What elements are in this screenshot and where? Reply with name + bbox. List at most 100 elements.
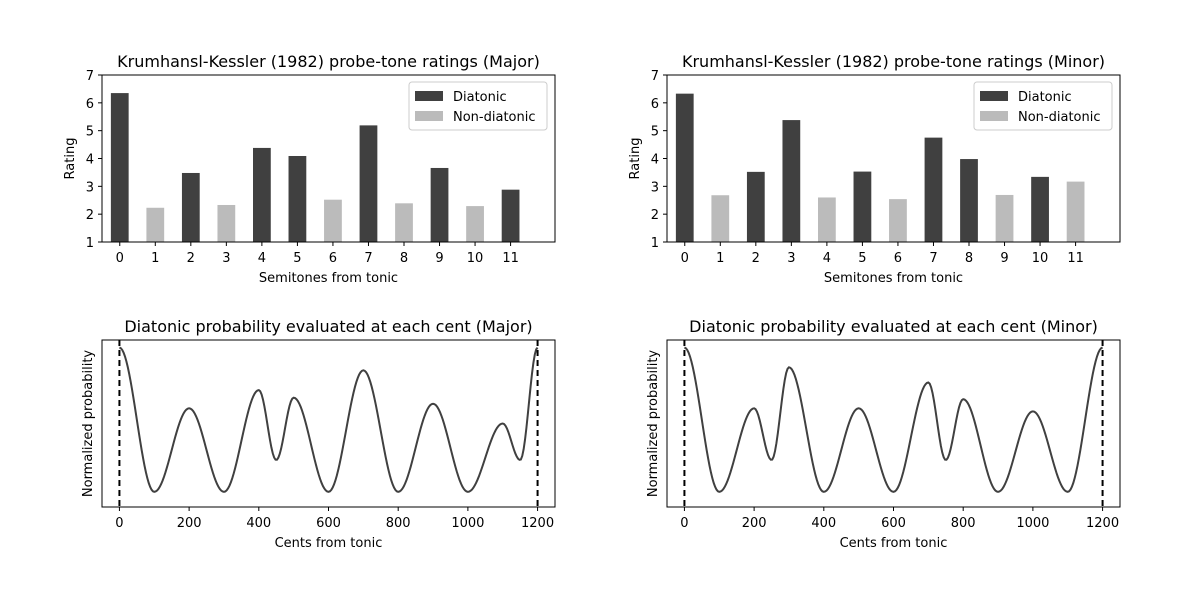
y-axis-label: Rating xyxy=(63,138,78,180)
y-tick-label: 5 xyxy=(86,125,94,140)
x-tick-label: 800 xyxy=(386,516,411,531)
y-tick-label: 7 xyxy=(86,69,94,84)
bar-0 xyxy=(675,93,694,242)
x-tick-label: 600 xyxy=(881,516,906,531)
x-tick-label: 400 xyxy=(811,516,836,531)
probability-curve xyxy=(684,346,1103,493)
chart-title: Diatonic probability evaluated at each c… xyxy=(689,317,1098,336)
x-tick-label: 600 xyxy=(316,516,341,531)
x-tick-label: 11 xyxy=(1067,251,1084,266)
x-axis-label: Semitones from tonic xyxy=(824,271,963,286)
bar-2 xyxy=(746,171,765,242)
x-tick-label: 2 xyxy=(752,251,760,266)
y-tick-label: 4 xyxy=(86,153,94,168)
bar-1 xyxy=(711,195,730,242)
x-tick-label: 6 xyxy=(329,251,337,266)
y-tick-label: 1 xyxy=(86,236,94,251)
x-tick-label: 0 xyxy=(680,516,688,531)
x-tick-label: 5 xyxy=(858,251,866,266)
line-chart-2: 0 200 400 600 800 1000 1200 Diatonic probabilit… xyxy=(81,317,556,551)
y-tick-label: 6 xyxy=(86,97,94,112)
y-tick-label: 6 xyxy=(651,97,659,112)
bar-7 xyxy=(359,125,378,242)
x-tick-label: 1 xyxy=(151,251,159,266)
x-tick-label: 7 xyxy=(364,251,372,266)
bar-10 xyxy=(466,206,484,242)
bar-9 xyxy=(430,167,449,242)
chart-title: Krumhansl-Kessler (1982) probe-tone rati… xyxy=(117,52,540,71)
x-tick-label: 400 xyxy=(246,516,271,531)
chart-title: Krumhansl-Kessler (1982) probe-tone rati… xyxy=(682,52,1105,71)
y-axis-label: Normalized probability xyxy=(646,350,661,498)
bar-5 xyxy=(853,171,872,242)
x-tick-label: 200 xyxy=(177,516,202,531)
bar-2 xyxy=(181,172,200,242)
x-tick-label: 3 xyxy=(222,251,230,266)
legend-label: Diatonic xyxy=(453,90,507,105)
x-tick-label: 200 xyxy=(742,516,767,531)
legend-swatch-diatonic xyxy=(415,91,443,101)
x-tick-label: 0 xyxy=(681,251,689,266)
legend: Diatonic Non-diatonic xyxy=(973,81,1113,131)
bar-10 xyxy=(1031,176,1049,242)
x-tick-label: 10 xyxy=(1032,251,1049,266)
y-tick-label: 5 xyxy=(651,125,659,140)
x-tick-label: 1000 xyxy=(1016,516,1049,531)
x-tick-label: 0 xyxy=(116,251,124,266)
probability-curve xyxy=(119,346,539,493)
y-tick-label: 2 xyxy=(86,208,94,223)
x-tick-label: 3 xyxy=(787,251,795,266)
bar-0 xyxy=(110,93,129,242)
legend-swatch-non-diatonic xyxy=(980,111,1008,121)
legend-label: Diatonic xyxy=(1018,90,1072,105)
x-tick-label: 10 xyxy=(467,251,484,266)
bar-9 xyxy=(995,194,1014,242)
bar-8 xyxy=(395,203,413,242)
legend-swatch-diatonic xyxy=(980,91,1008,101)
x-tick-label: 9 xyxy=(435,251,443,266)
bar-7 xyxy=(924,137,943,242)
x-tick-label: 5 xyxy=(293,251,301,266)
x-tick-label: 7 xyxy=(929,251,937,266)
x-tick-label: 8 xyxy=(400,251,408,266)
bar-11 xyxy=(1066,181,1085,242)
x-tick-label: 9 xyxy=(1000,251,1008,266)
bar-4 xyxy=(818,197,836,242)
y-tick-label: 4 xyxy=(651,153,659,168)
x-tick-label: 0 xyxy=(115,516,123,531)
legend-swatch-non-diatonic xyxy=(415,111,443,121)
y-tick-label: 3 xyxy=(651,180,659,195)
x-tick-label: 1000 xyxy=(451,516,484,531)
bar-3 xyxy=(782,120,801,242)
y-tick-label: 3 xyxy=(86,180,94,195)
x-tick-label: 2 xyxy=(187,251,195,266)
axes-frame xyxy=(101,339,556,508)
y-axis-label: Normalized probability xyxy=(81,350,96,498)
x-tick-label: 4 xyxy=(823,251,831,266)
bar-11 xyxy=(501,189,520,242)
chart-title: Diatonic probability evaluated at each c… xyxy=(124,317,532,336)
legend-box xyxy=(973,81,1113,131)
legend-box xyxy=(408,81,548,131)
x-tick-label: 1 xyxy=(716,251,724,266)
x-tick-label: 6 xyxy=(894,251,902,266)
x-axis-label: Semitones from tonic xyxy=(259,271,398,286)
legend-label: Non-diatonic xyxy=(453,110,536,125)
bar-1 xyxy=(146,207,165,242)
x-tick-label: 1200 xyxy=(521,516,554,531)
x-tick-label: 1200 xyxy=(1086,516,1119,531)
bar-8 xyxy=(960,159,978,242)
y-axis-label: Rating xyxy=(628,138,643,180)
bar-6 xyxy=(889,199,907,242)
y-tick-label: 2 xyxy=(651,208,659,223)
x-tick-label: 8 xyxy=(965,251,973,266)
axes-frame xyxy=(666,339,1121,508)
x-axis-label: Cents from tonic xyxy=(840,536,948,551)
x-axis-label: Cents from tonic xyxy=(275,536,383,551)
y-tick-label: 1 xyxy=(651,236,659,251)
x-tick-label: 800 xyxy=(951,516,976,531)
bar-5 xyxy=(288,155,307,242)
